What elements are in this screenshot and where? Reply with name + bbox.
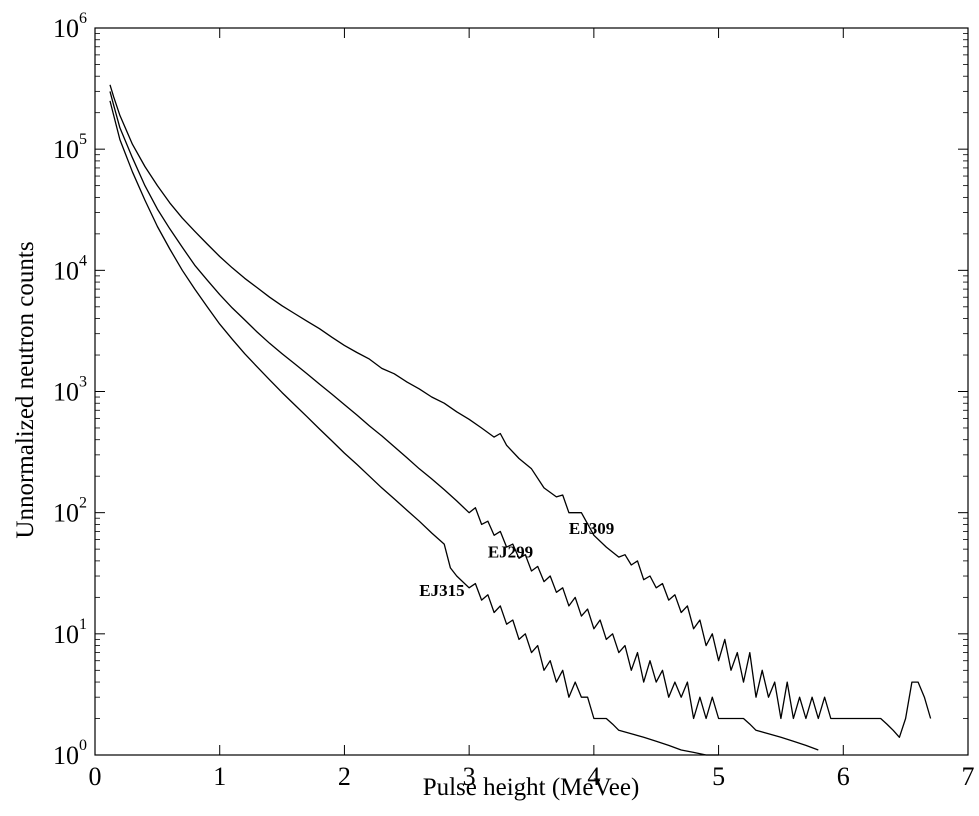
series-label-ej309: EJ309: [569, 519, 614, 538]
x-tick-label: 2: [338, 762, 351, 791]
series-lines: [109, 84, 932, 756]
series-label-ej315: EJ315: [419, 581, 464, 600]
x-tick-label: 0: [89, 762, 102, 791]
x-axis-title: Pulse height (MeVee): [423, 774, 640, 801]
axis-ticks: [94, 27, 969, 756]
y-tick-label: 101: [53, 616, 87, 649]
x-tick-label: 5: [712, 762, 725, 791]
plot-frame: [94, 27, 969, 756]
series-labels: EJ309 EJ299 EJ315: [419, 519, 614, 600]
y-axis-title: Unnormalized neutron counts: [12, 241, 39, 538]
y-tick-labels: 100 101 102 103 104 105 106: [53, 10, 87, 770]
y-tick-label: 100: [53, 737, 87, 770]
x-tick-label: 7: [962, 762, 975, 791]
y-tick-label: 105: [53, 131, 87, 164]
x-tick-label: 3: [463, 762, 476, 791]
series-line-ej309: [109, 84, 932, 738]
y-tick-label: 104: [53, 252, 87, 285]
y-tick-label: 106: [53, 10, 87, 43]
series-label-ej299: EJ299: [488, 542, 533, 561]
series-line-ej315: [109, 100, 719, 756]
y-tick-label: 102: [53, 495, 87, 528]
x-tick-labels: 0 1 2 3 4 5 6 7: [89, 762, 975, 791]
x-tick-label: 6: [837, 762, 850, 791]
y-tick-label: 103: [53, 374, 87, 407]
x-tick-label: 1: [213, 762, 226, 791]
series-line-ej299: [109, 91, 819, 751]
x-tick-label: 4: [587, 762, 600, 791]
